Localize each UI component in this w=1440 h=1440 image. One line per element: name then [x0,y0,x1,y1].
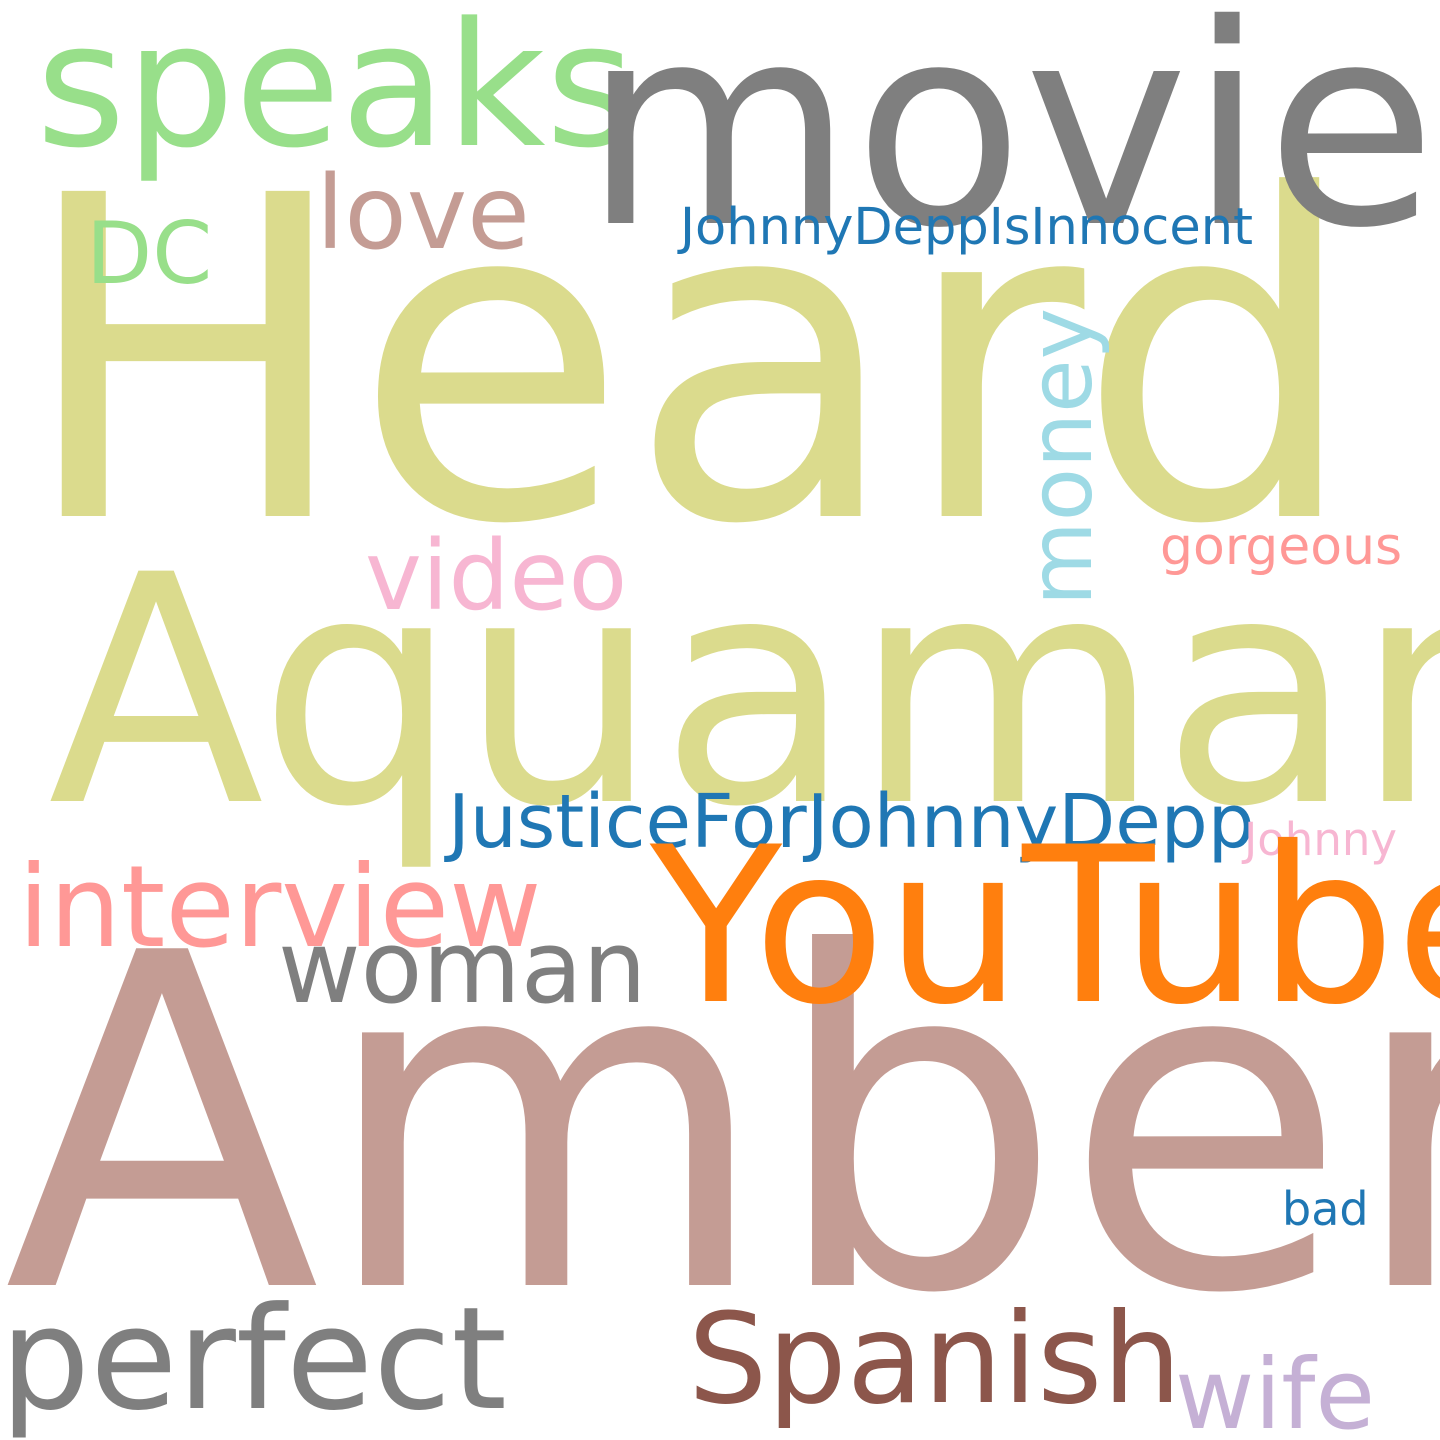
word-justiceforjohnnydepp: JusticeForJohnnyDepp [448,779,1255,865]
word-johnnydeppisinnocent: JohnnyDeppIsInnocent [680,198,1254,257]
word-dc: DC [86,204,213,304]
word-wife: wife [1175,1338,1376,1440]
word-interview: interview [18,841,542,973]
word-aquaman: Aquaman [48,508,1440,876]
word-perfect: perfect [0,1277,507,1440]
word-love: love [316,154,530,273]
word-amber: Amber [4,856,1440,1394]
word-woman: woman [278,908,647,1026]
word-youtube: YouTube [650,801,1440,1052]
word-money: money [1010,307,1112,606]
word-gorgeous: gorgeous [1160,517,1403,577]
word-video: video [365,520,628,632]
word-movie: movie [583,0,1437,289]
word-heard: Heard [18,103,1360,622]
word-bad: bad [1282,1182,1369,1236]
word-spanish: Spanish [688,1287,1182,1432]
word-speaks: speaks [36,0,636,186]
word-johnny: Johnny [1244,813,1397,866]
